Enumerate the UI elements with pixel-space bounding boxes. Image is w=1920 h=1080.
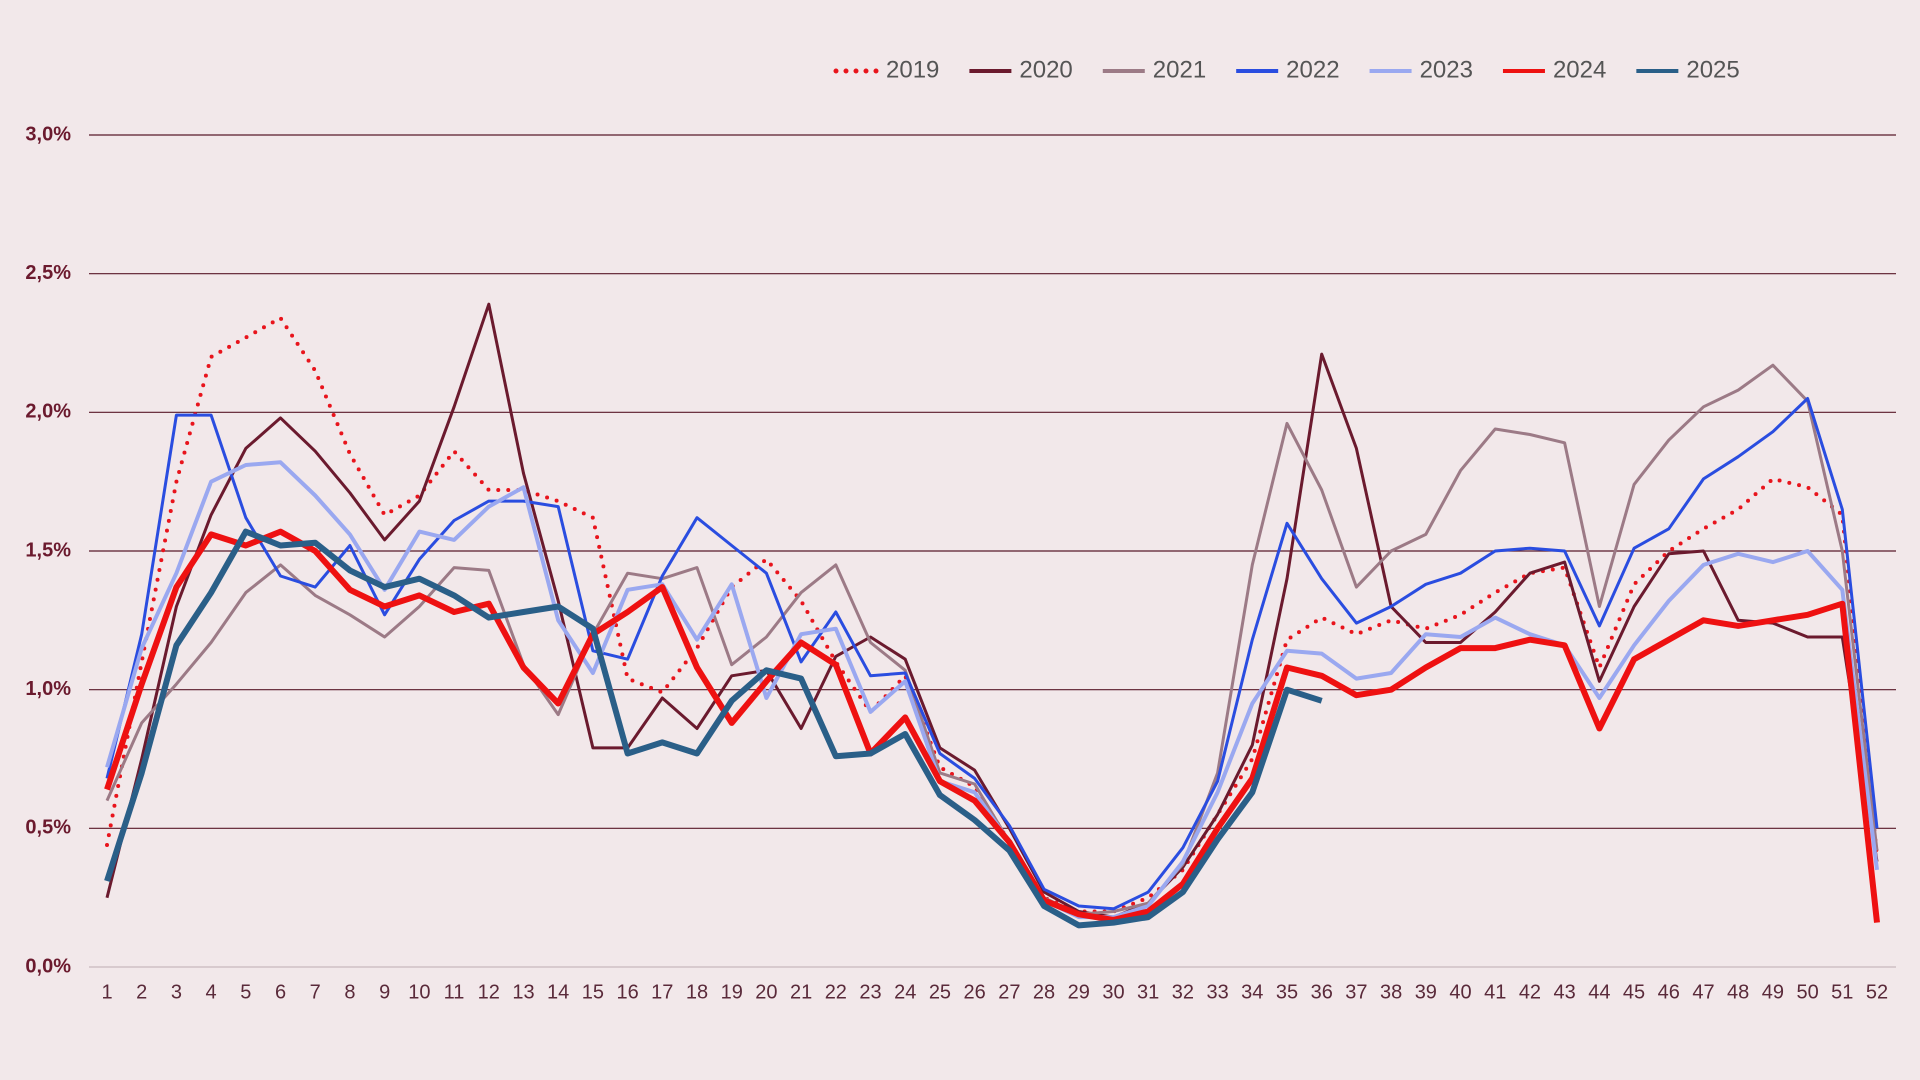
x-tick-label: 3 xyxy=(171,981,182,1003)
x-tick-label: 13 xyxy=(512,981,534,1003)
x-tick-label: 36 xyxy=(1311,981,1333,1003)
x-tick-label: 15 xyxy=(582,981,604,1003)
x-tick-label: 48 xyxy=(1727,981,1749,1003)
x-tick-label: 26 xyxy=(964,981,986,1003)
x-tick-label: 30 xyxy=(1102,981,1124,1003)
x-tick-label: 50 xyxy=(1796,981,1818,1003)
x-tick-label: 29 xyxy=(1068,981,1090,1003)
x-tick-label: 2 xyxy=(136,981,147,1003)
x-tick-label: 27 xyxy=(998,981,1020,1003)
legend-label: 2021 xyxy=(1153,56,1206,83)
y-tick-label: 3,0% xyxy=(25,123,71,145)
x-tick-label: 40 xyxy=(1449,981,1471,1003)
series-line xyxy=(105,397,1879,911)
x-tick-label: 38 xyxy=(1380,981,1402,1003)
x-tick-label: 17 xyxy=(651,981,673,1003)
legend-label: 2025 xyxy=(1686,56,1739,83)
x-tick-label: 31 xyxy=(1137,981,1159,1003)
x-tick-label: 19 xyxy=(721,981,743,1003)
y-tick-label: 2,0% xyxy=(25,401,71,423)
x-tick-label: 5 xyxy=(240,981,251,1003)
series-line xyxy=(105,363,1879,916)
x-tick-label: 16 xyxy=(616,981,638,1003)
y-tick-label: 1,5% xyxy=(25,539,71,561)
x-tick-label: 52 xyxy=(1866,981,1888,1003)
legend-label: 2023 xyxy=(1420,56,1473,83)
x-tick-label: 49 xyxy=(1762,981,1784,1003)
x-tick-label: 28 xyxy=(1033,981,1055,1003)
x-tick-label: 33 xyxy=(1206,981,1228,1003)
x-tick-label: 10 xyxy=(408,981,430,1003)
x-tick-label: 9 xyxy=(379,981,390,1003)
x-tick-label: 41 xyxy=(1484,981,1506,1003)
x-tick-label: 51 xyxy=(1831,981,1853,1003)
x-tick-label: 7 xyxy=(310,981,321,1003)
series-line xyxy=(104,528,1880,923)
legend-label: 2020 xyxy=(1019,56,1072,83)
x-tick-label: 35 xyxy=(1276,981,1298,1003)
x-tick-label: 1 xyxy=(101,981,112,1003)
x-tick-label: 39 xyxy=(1415,981,1437,1003)
x-tick-label: 12 xyxy=(478,981,500,1003)
x-tick-label: 20 xyxy=(755,981,777,1003)
legend-label: 2022 xyxy=(1286,56,1339,83)
series-line xyxy=(105,302,1879,919)
legend-label: 2019 xyxy=(886,56,939,83)
x-tick-label: 37 xyxy=(1345,981,1367,1003)
x-tick-label: 43 xyxy=(1554,981,1576,1003)
x-tick-label: 18 xyxy=(686,981,708,1003)
y-tick-label: 0,0% xyxy=(25,955,71,977)
legend-label: 2024 xyxy=(1553,56,1606,83)
x-tick-label: 11 xyxy=(444,981,465,1003)
x-tick-label: 6 xyxy=(275,981,286,1003)
y-tick-label: 1,0% xyxy=(25,678,71,700)
x-tick-label: 25 xyxy=(929,981,951,1003)
x-tick-label: 45 xyxy=(1623,981,1645,1003)
x-tick-label: 42 xyxy=(1519,981,1541,1003)
y-tick-label: 2,5% xyxy=(25,262,71,284)
series-line xyxy=(104,528,1323,929)
x-tick-label: 34 xyxy=(1241,981,1263,1003)
x-tick-label: 24 xyxy=(894,981,916,1003)
x-tick-label: 14 xyxy=(547,981,569,1003)
x-tick-label: 32 xyxy=(1172,981,1194,1003)
x-tick-label: 21 xyxy=(790,981,812,1003)
x-tick-label: 46 xyxy=(1658,981,1680,1003)
x-tick-label: 8 xyxy=(344,981,355,1003)
x-tick-label: 23 xyxy=(859,981,881,1003)
x-tick-label: 47 xyxy=(1692,981,1714,1003)
x-tick-label: 44 xyxy=(1588,981,1610,1003)
y-tick-label: 0,5% xyxy=(25,817,71,839)
x-tick-label: 4 xyxy=(206,981,217,1003)
x-tick-label: 22 xyxy=(825,981,847,1003)
